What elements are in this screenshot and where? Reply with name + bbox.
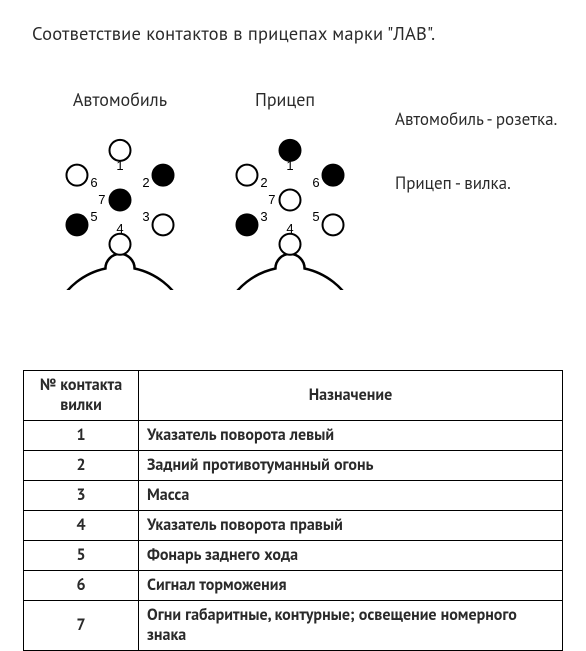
pin-label-5: 5 [90,209,97,224]
table-header-pin: № контакта вилки [24,371,139,421]
table-cell-pin: 6 [24,571,139,601]
pin-label-4: 4 [286,221,293,236]
pin-label-3: 3 [142,209,149,224]
connector-diagram-car: 1 2 3 4 5 67 [30,110,210,290]
pin-7 [280,190,301,211]
table-cell-desc: Огни габаритные, контурные; освещение но… [139,601,563,651]
pin-label-4: 4 [116,221,123,236]
pin-label-2: 2 [260,175,267,190]
table-cell-desc: Задний противотуманный огонь [139,451,563,481]
table-cell-desc: Указатель поворота правый [139,511,563,541]
table-row: 7Огни габаритные, контурные; освещение н… [24,601,563,651]
pin-label-6: 6 [312,175,319,190]
pin-2 [236,165,257,186]
table-row: 2Задний противотуманный огонь [24,451,563,481]
side-note-car: Автомобиль - розетка. [395,108,575,131]
table-row: 6Сигнал торможения [24,571,563,601]
pin-3 [236,214,257,235]
side-note-trailer: Прицеп - вилка. [395,172,575,195]
pin-4 [280,234,301,255]
table-row: 1Указатель поворота левый [24,421,563,451]
pin-5 [66,214,87,235]
pin-2 [153,165,174,186]
table-row: 5Фонарь заднего хода [24,541,563,571]
table-cell-desc: Сигнал торможения [139,571,563,601]
pin-label-7: 7 [268,192,275,207]
pin-6 [66,165,87,186]
pin-4 [110,234,131,255]
table-cell-pin: 3 [24,481,139,511]
pin-label-7: 7 [98,192,105,207]
table-row: 4Указатель поворота правый [24,511,563,541]
connector-label-trailer: Прицеп [215,88,355,111]
pin-3 [153,214,174,235]
diagram-area: Автомобиль Прицеп Автомобиль - розетка. … [0,80,586,320]
pin-7 [110,190,131,211]
table-header-desc: Назначение [139,371,563,421]
pinout-table: № контакта вилки Назначение 1Указатель п… [23,370,563,651]
pin-label-2: 2 [142,175,149,190]
connector-diagram-trailer: 1 2 3 4 5 6 7 [200,110,380,290]
table-cell-pin: 7 [24,601,139,651]
page-title: Соответствие контактов в прицепах марки … [32,22,566,46]
connector-outline [220,254,360,290]
table-row: 3Масса [24,481,563,511]
connector-label-car: Автомобиль [40,88,200,111]
pin-5 [323,214,344,235]
pin-label-5: 5 [312,209,319,224]
pin-label-1: 1 [286,158,293,173]
connector-outline [50,254,190,290]
table-cell-pin: 4 [24,511,139,541]
table-cell-desc: Фонарь заднего хода [139,541,563,571]
pin-label-6: 6 [90,175,97,190]
pin-label-1: 1 [116,158,123,173]
table-cell-pin: 5 [24,541,139,571]
table-cell-pin: 2 [24,451,139,481]
table-cell-desc: Масса [139,481,563,511]
table-cell-desc: Указатель поворота левый [139,421,563,451]
pin-6 [323,165,344,186]
pin-label-3: 3 [260,209,267,224]
table-cell-pin: 1 [24,421,139,451]
